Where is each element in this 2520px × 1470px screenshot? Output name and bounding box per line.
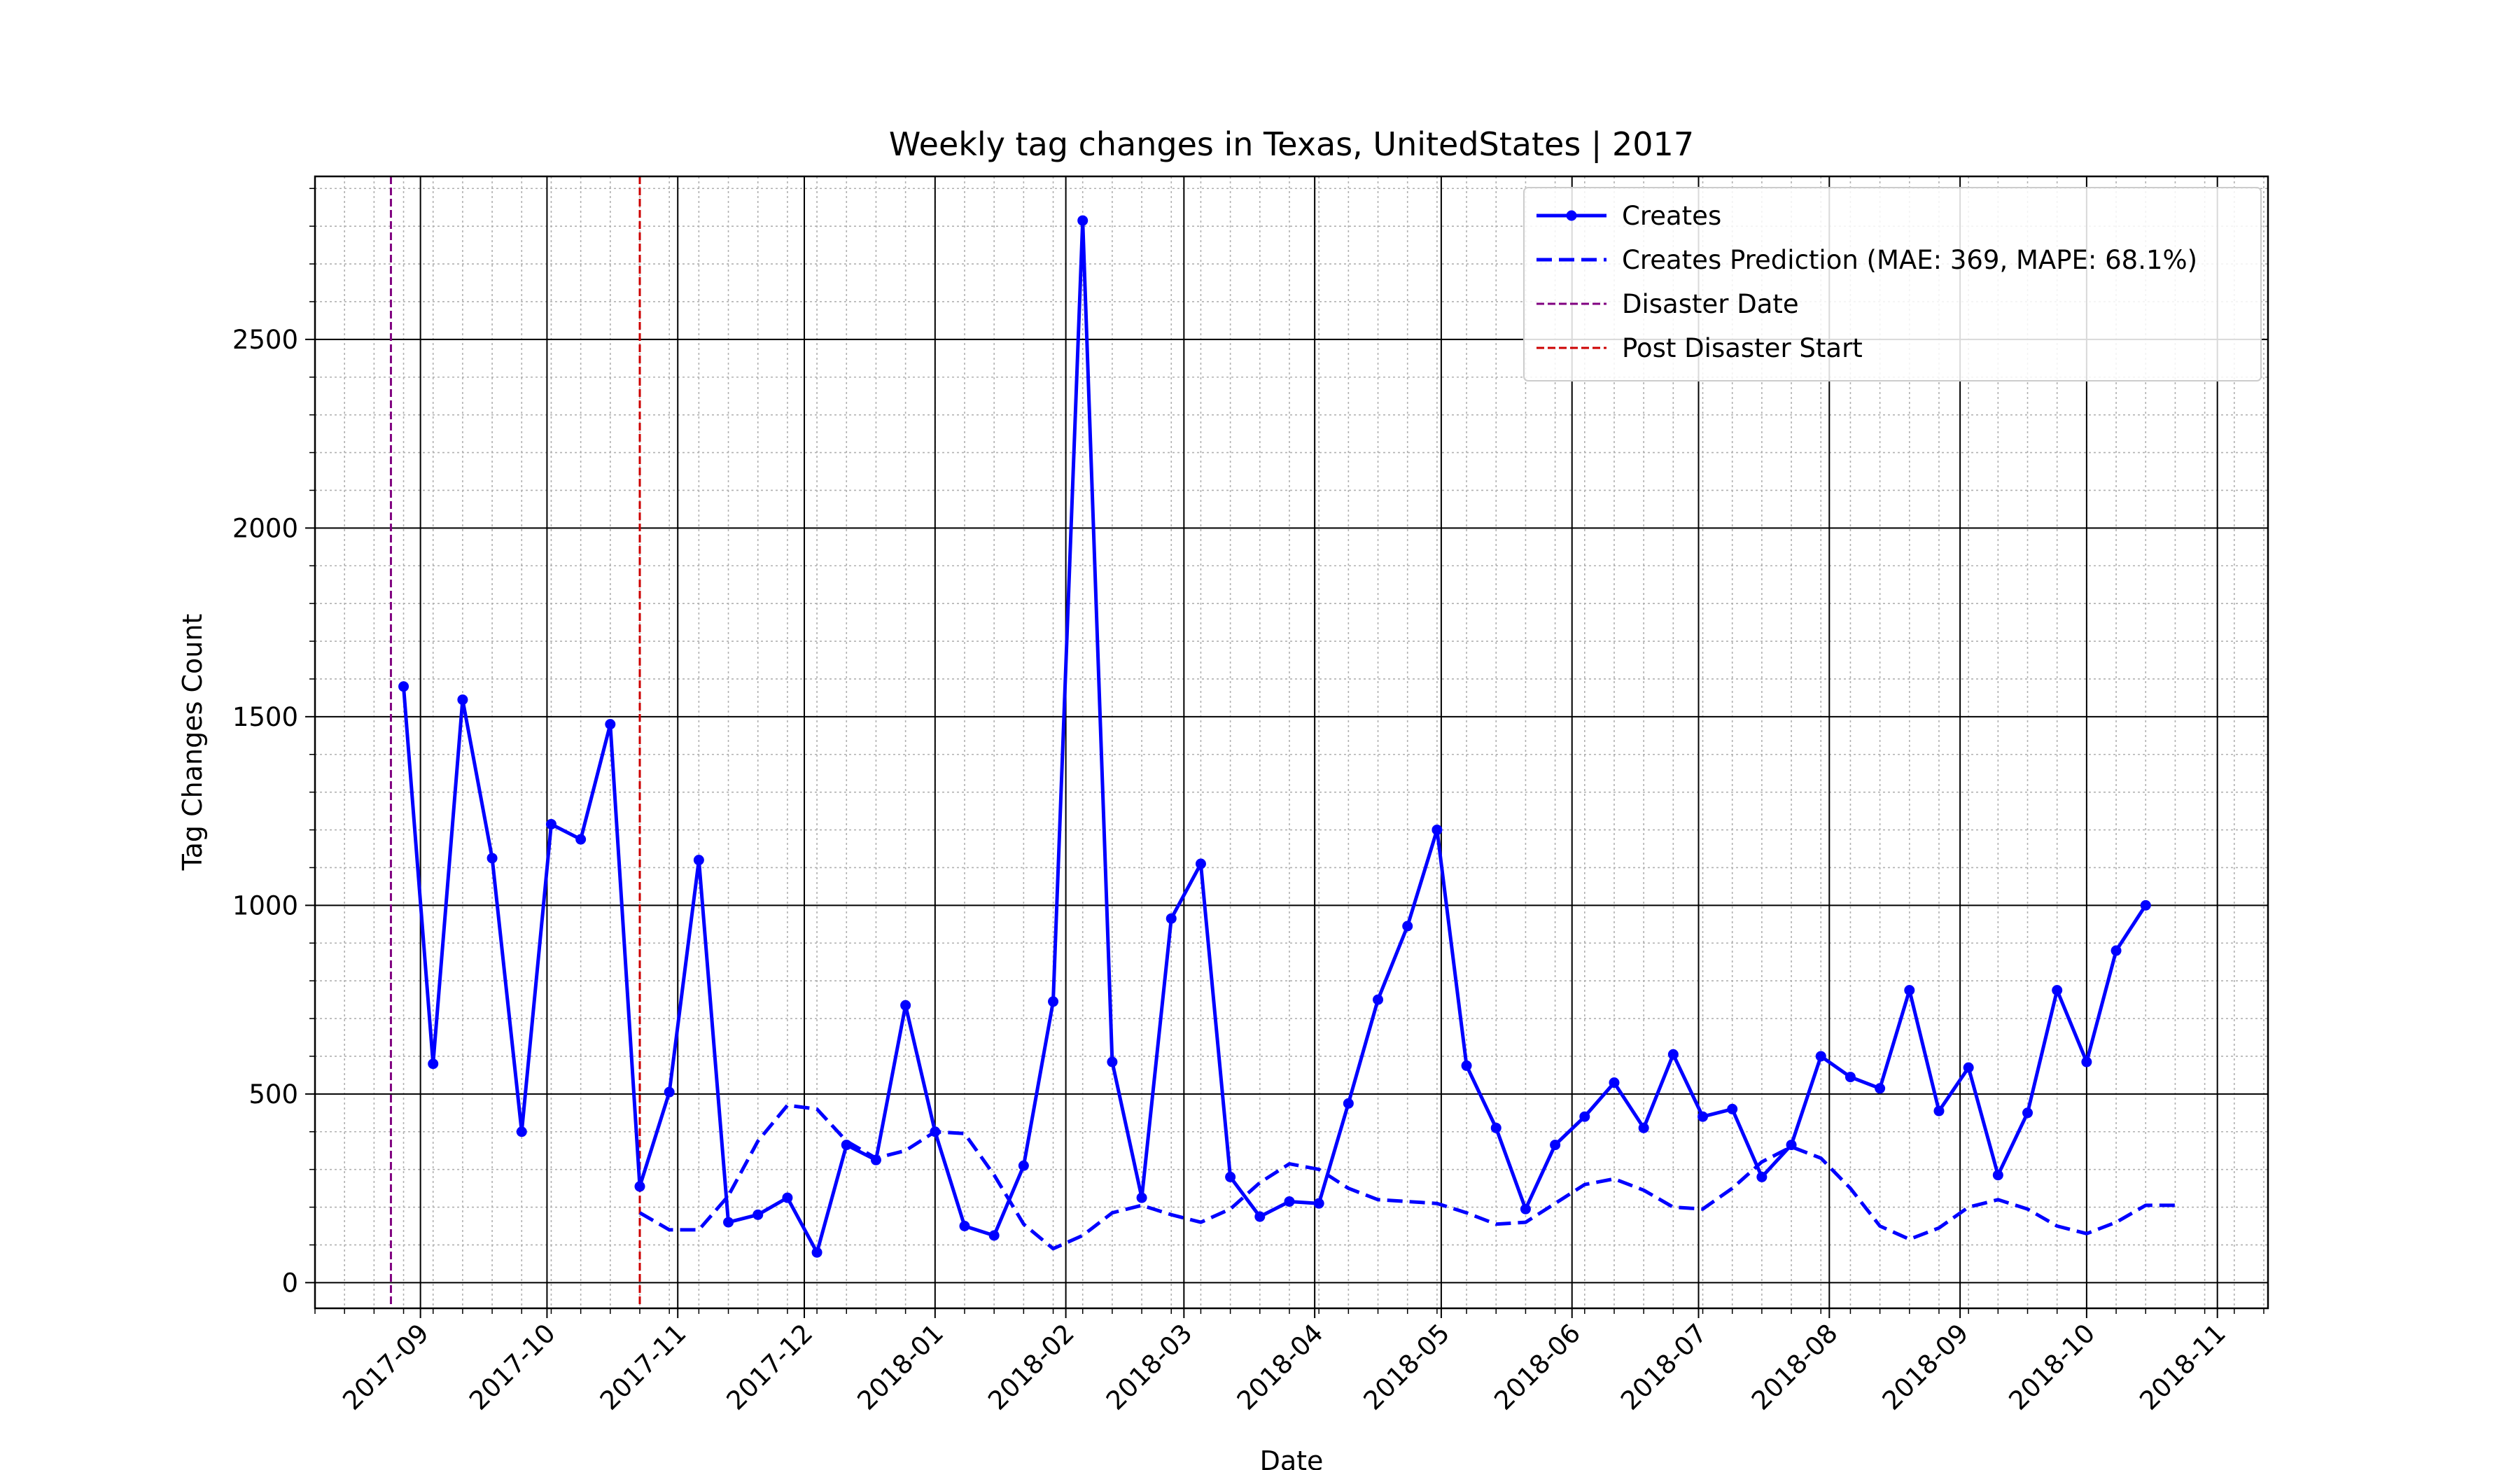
creates-point (1461, 1060, 1472, 1071)
creates-point (1844, 1072, 1856, 1083)
legend-label: Post Disaster Start (1622, 333, 1863, 363)
creates-point (1609, 1077, 1620, 1088)
creates-point (398, 681, 410, 692)
legend-box (1523, 187, 2262, 382)
legend-label: Disaster Date (1622, 289, 1799, 319)
creates-point (1077, 215, 1088, 226)
creates-point (486, 853, 498, 864)
creates-point (2081, 1056, 2092, 1068)
creates-point (1727, 1103, 1738, 1114)
y-tick-label: 0 (281, 1268, 298, 1298)
y-tick-label: 2500 (232, 325, 298, 355)
creates-point (1166, 913, 1177, 924)
creates-point (1638, 1122, 1649, 1133)
creates-point (2052, 985, 2063, 996)
creates-point (1490, 1122, 1502, 1133)
creates-point (1254, 1211, 1266, 1222)
creates-point (1018, 1160, 1029, 1171)
legend-label: Creates Prediction (MAE: 369, MAPE: 68.1… (1622, 245, 2197, 275)
creates-point (1904, 985, 1915, 996)
y-tick-label: 2000 (232, 513, 298, 543)
creates-point (605, 719, 616, 730)
creates-point (1402, 920, 1413, 932)
y-tick-label: 1500 (232, 702, 298, 732)
creates-point (959, 1220, 970, 1231)
creates-point (752, 1209, 764, 1220)
creates-point (1225, 1171, 1236, 1182)
legend-label: Creates (1622, 201, 1721, 231)
creates-point (1875, 1083, 1886, 1094)
creates-point (2110, 945, 2122, 956)
creates-point (988, 1230, 1000, 1241)
event-lines (389, 176, 641, 1308)
creates-point (1698, 1111, 1709, 1122)
creates-point (2022, 1107, 2033, 1119)
creates-point (1284, 1196, 1295, 1207)
creates-prediction-line (638, 1103, 2176, 1251)
creates-point (1933, 1105, 1945, 1116)
creates-point (1136, 1192, 1147, 1203)
creates-point (664, 1086, 675, 1098)
chart-title: Weekly tag changes in Texas, UnitedState… (889, 125, 1694, 164)
creates-point (1579, 1111, 1590, 1122)
creates-point (1756, 1171, 1768, 1182)
series-group (398, 215, 2176, 1258)
creates-point (1963, 1062, 1974, 1073)
creates-point (457, 694, 468, 706)
creates-point (634, 1181, 645, 1192)
creates-point (1667, 1049, 1679, 1060)
creates-point (1107, 1056, 1118, 1068)
creates-point (1373, 994, 1384, 1005)
creates-point (811, 1247, 822, 1258)
creates-point (1195, 858, 1206, 869)
creates-point (428, 1058, 439, 1070)
creates-point (575, 834, 587, 845)
creates-point (693, 855, 704, 866)
creates-point (516, 1126, 527, 1138)
creates-point (1992, 1170, 2003, 1181)
y-axis-label: Tag Changes Count (177, 614, 208, 872)
creates-point (545, 818, 556, 830)
creates-point (782, 1192, 793, 1203)
x-axis-label: Date (1260, 1446, 1324, 1470)
creates-point (1550, 1140, 1561, 1151)
creates-point (1048, 996, 1059, 1007)
legend: Creates Creates Prediction (MAE: 369, MAP… (1523, 187, 2262, 382)
y-tick-label: 1000 (232, 890, 298, 920)
creates-point (1313, 1198, 1324, 1209)
legend-marker (1566, 210, 1577, 221)
axes-frame (314, 175, 2269, 1310)
creates-point (1343, 1098, 1354, 1109)
creates-point (723, 1217, 734, 1228)
creates-line (402, 218, 2148, 1254)
creates-point (1520, 1203, 1531, 1214)
creates-point (1432, 825, 1443, 836)
y-tick-label: 500 (248, 1079, 298, 1110)
creates-point (900, 1000, 911, 1011)
creates-point (2140, 899, 2151, 911)
creates-point (1815, 1051, 1826, 1062)
